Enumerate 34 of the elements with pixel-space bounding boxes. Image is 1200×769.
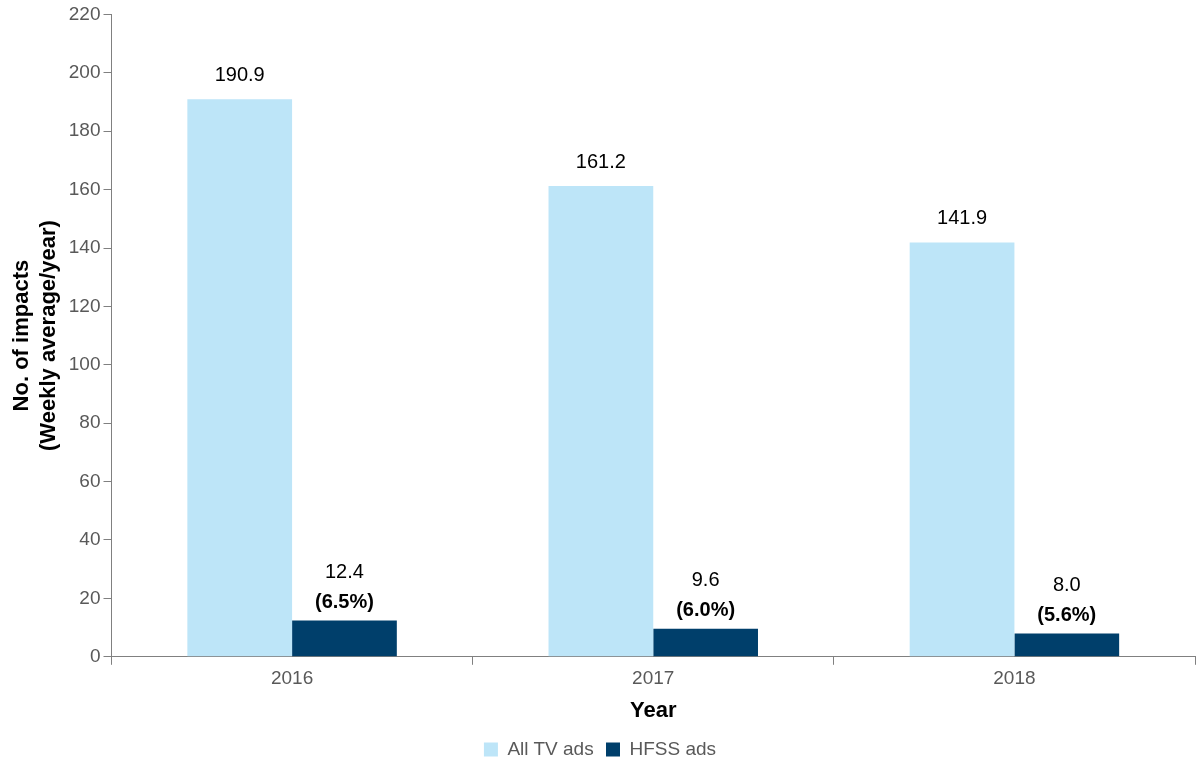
- y-tick-label: 0: [89, 645, 101, 667]
- y-tick-label: 140: [68, 236, 101, 258]
- y-tick-label: 160: [68, 177, 101, 199]
- y-tick-label: 200: [68, 61, 101, 83]
- y-tick-label: 220: [68, 2, 101, 24]
- data-label: 190.9: [214, 62, 265, 85]
- y-tick-label: 20: [79, 586, 101, 608]
- bar: [1014, 633, 1120, 657]
- bar: [653, 628, 758, 657]
- x-tick-label: 2018: [993, 667, 1036, 689]
- bar: [909, 242, 1015, 657]
- data-label: 12.4: [324, 560, 364, 583]
- y-tick-label: 60: [79, 469, 101, 491]
- legend-label: All TV ads: [507, 737, 594, 759]
- data-label: 161.2: [575, 149, 626, 172]
- x-tick-label: 2017: [632, 667, 675, 689]
- y-tick-label: 40: [79, 528, 101, 550]
- x-axis-title: Year: [630, 696, 677, 722]
- y-tick-label: 180: [68, 119, 101, 141]
- y-axis-title: No. of impacts (Weekly average/year): [8, 220, 60, 451]
- bar: [187, 99, 293, 657]
- data-label: 141.9: [937, 205, 988, 228]
- bar: [548, 186, 654, 657]
- data-label: 8.0: [1052, 572, 1081, 595]
- x-tick-label: 2016: [270, 667, 314, 689]
- y-tick-label: 100: [68, 353, 101, 375]
- y-tick-label: 120: [68, 294, 101, 316]
- bar: [292, 620, 397, 657]
- data-label: 9.6: [691, 568, 720, 591]
- y-tick-label: 80: [79, 411, 101, 433]
- annotation: (6.5%): [315, 590, 374, 613]
- annotation: (5.6%): [1037, 602, 1097, 625]
- annotation: (6.0%): [676, 598, 736, 621]
- legend-label: HFSS ads: [629, 737, 717, 759]
